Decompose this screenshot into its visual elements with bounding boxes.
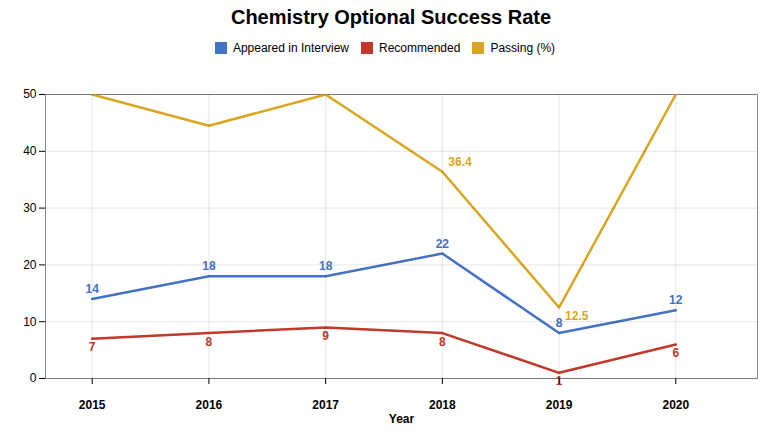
- svg-text:9: 9: [322, 328, 329, 343]
- svg-text:12: 12: [669, 293, 683, 308]
- svg-text:20: 20: [23, 258, 37, 272]
- svg-text:12.5: 12.5: [565, 309, 589, 323]
- svg-text:0: 0: [30, 371, 37, 385]
- html-text:Passing (%): Passing (%): [490, 40, 556, 55]
- svg-text:7: 7: [88, 340, 96, 355]
- html-text:Recommended: Recommended: [379, 40, 461, 55]
- svg-text:36.4: 36.4: [448, 155, 472, 169]
- svg-text:2017: 2017: [312, 398, 339, 412]
- svg-text:1: 1: [555, 374, 563, 389]
- svg-text:18: 18: [319, 259, 333, 274]
- svg-text:6: 6: [672, 345, 680, 360]
- svg-text:14: 14: [85, 282, 99, 296]
- svg-text:22: 22: [435, 236, 449, 251]
- svg-text:10: 10: [23, 315, 37, 329]
- svg-text:8: 8: [439, 334, 446, 349]
- svg-text:2015: 2015: [79, 398, 106, 412]
- svg-text:2019: 2019: [546, 398, 573, 412]
- svg-text:2016: 2016: [196, 398, 223, 412]
- svg-text:2020: 2020: [662, 398, 689, 412]
- svg-text:2018: 2018: [429, 398, 456, 412]
- svg-text:8: 8: [205, 334, 213, 349]
- svg-text:30: 30: [23, 201, 37, 215]
- svg-text:Year: Year: [389, 412, 415, 426]
- html-text:Appeared in Interview: Appeared in Interview: [232, 40, 349, 55]
- svg-text:40: 40: [23, 144, 37, 158]
- svg-text:50: 50: [23, 87, 37, 101]
- svg-text:18: 18: [202, 259, 216, 274]
- html-text:Chemistry Optional Success Rat: Chemistry Optional Success Rate: [230, 6, 551, 28]
- svg-text:8: 8: [555, 316, 563, 331]
